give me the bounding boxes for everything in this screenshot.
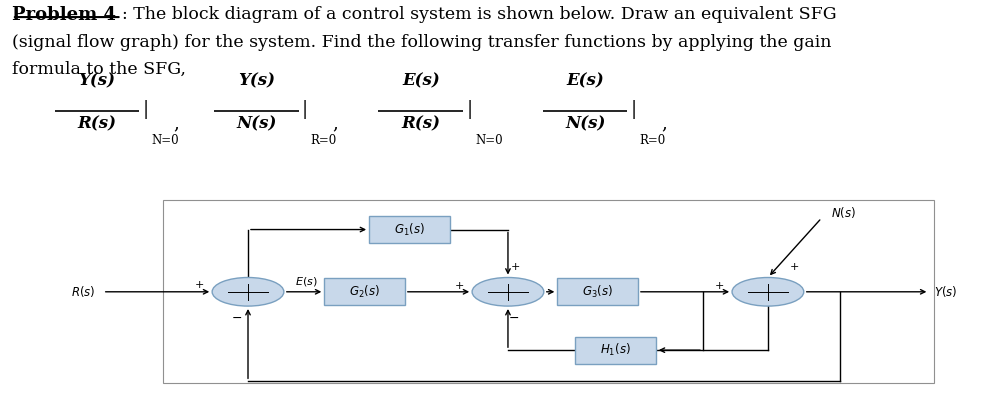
Text: −: − [509,312,519,325]
Bar [370,216,450,243]
Ellipse shape [472,278,544,306]
Text: +: + [511,262,521,272]
Text: $H_1(s)$: $H_1(s)$ [601,342,630,358]
Text: formula to the SFG,: formula to the SFG, [12,60,186,77]
Text: R=0: R=0 [311,134,337,147]
Text: −: − [232,312,242,325]
Bar [576,337,656,364]
Text: Y(s): Y(s) [238,72,275,89]
Text: |: | [302,100,308,119]
Text: $G_3(s)$: $G_3(s)$ [582,284,614,300]
Text: +: + [715,281,724,291]
Ellipse shape [212,278,284,306]
Text: Y(s): Y(s) [79,72,116,89]
Text: $N(s)$: $N(s)$ [831,204,856,220]
Text: N=0: N=0 [151,134,179,147]
Text: R(s): R(s) [78,115,117,132]
Text: |: | [466,100,472,119]
Text: ,: , [661,114,667,132]
Text: $Y(s)$: $Y(s)$ [934,284,957,299]
Text: $R(s)$: $R(s)$ [71,284,96,299]
Text: $E(s)$: $E(s)$ [295,275,318,288]
Text: $G_2(s)$: $G_2(s)$ [349,284,380,300]
Text: N=0: N=0 [475,134,503,147]
Text: ,: , [173,114,179,132]
Text: ,: , [333,114,339,132]
Ellipse shape [732,278,804,306]
Text: +: + [455,281,464,291]
Text: |: | [630,100,636,119]
Text: N(s): N(s) [565,115,606,132]
Text: +: + [195,279,204,290]
Text: +: + [790,262,799,272]
Text: R=0: R=0 [639,134,665,147]
Text: : The block diagram of a control system is shown below. Draw an equivalent SFG: : The block diagram of a control system … [122,6,836,23]
Text: |: | [142,100,148,119]
Text: E(s): E(s) [402,72,439,89]
Text: N(s): N(s) [236,115,277,132]
Bar [558,278,638,305]
Text: (signal flow graph) for the system. Find the following transfer functions by app: (signal flow graph) for the system. Find… [12,34,832,51]
Bar [325,278,405,305]
Bar [163,200,934,383]
Text: E(s): E(s) [567,72,604,89]
Text: $G_1(s)$: $G_1(s)$ [393,222,425,237]
Text: Problem 4: Problem 4 [12,6,116,24]
Text: R(s): R(s) [401,115,440,132]
